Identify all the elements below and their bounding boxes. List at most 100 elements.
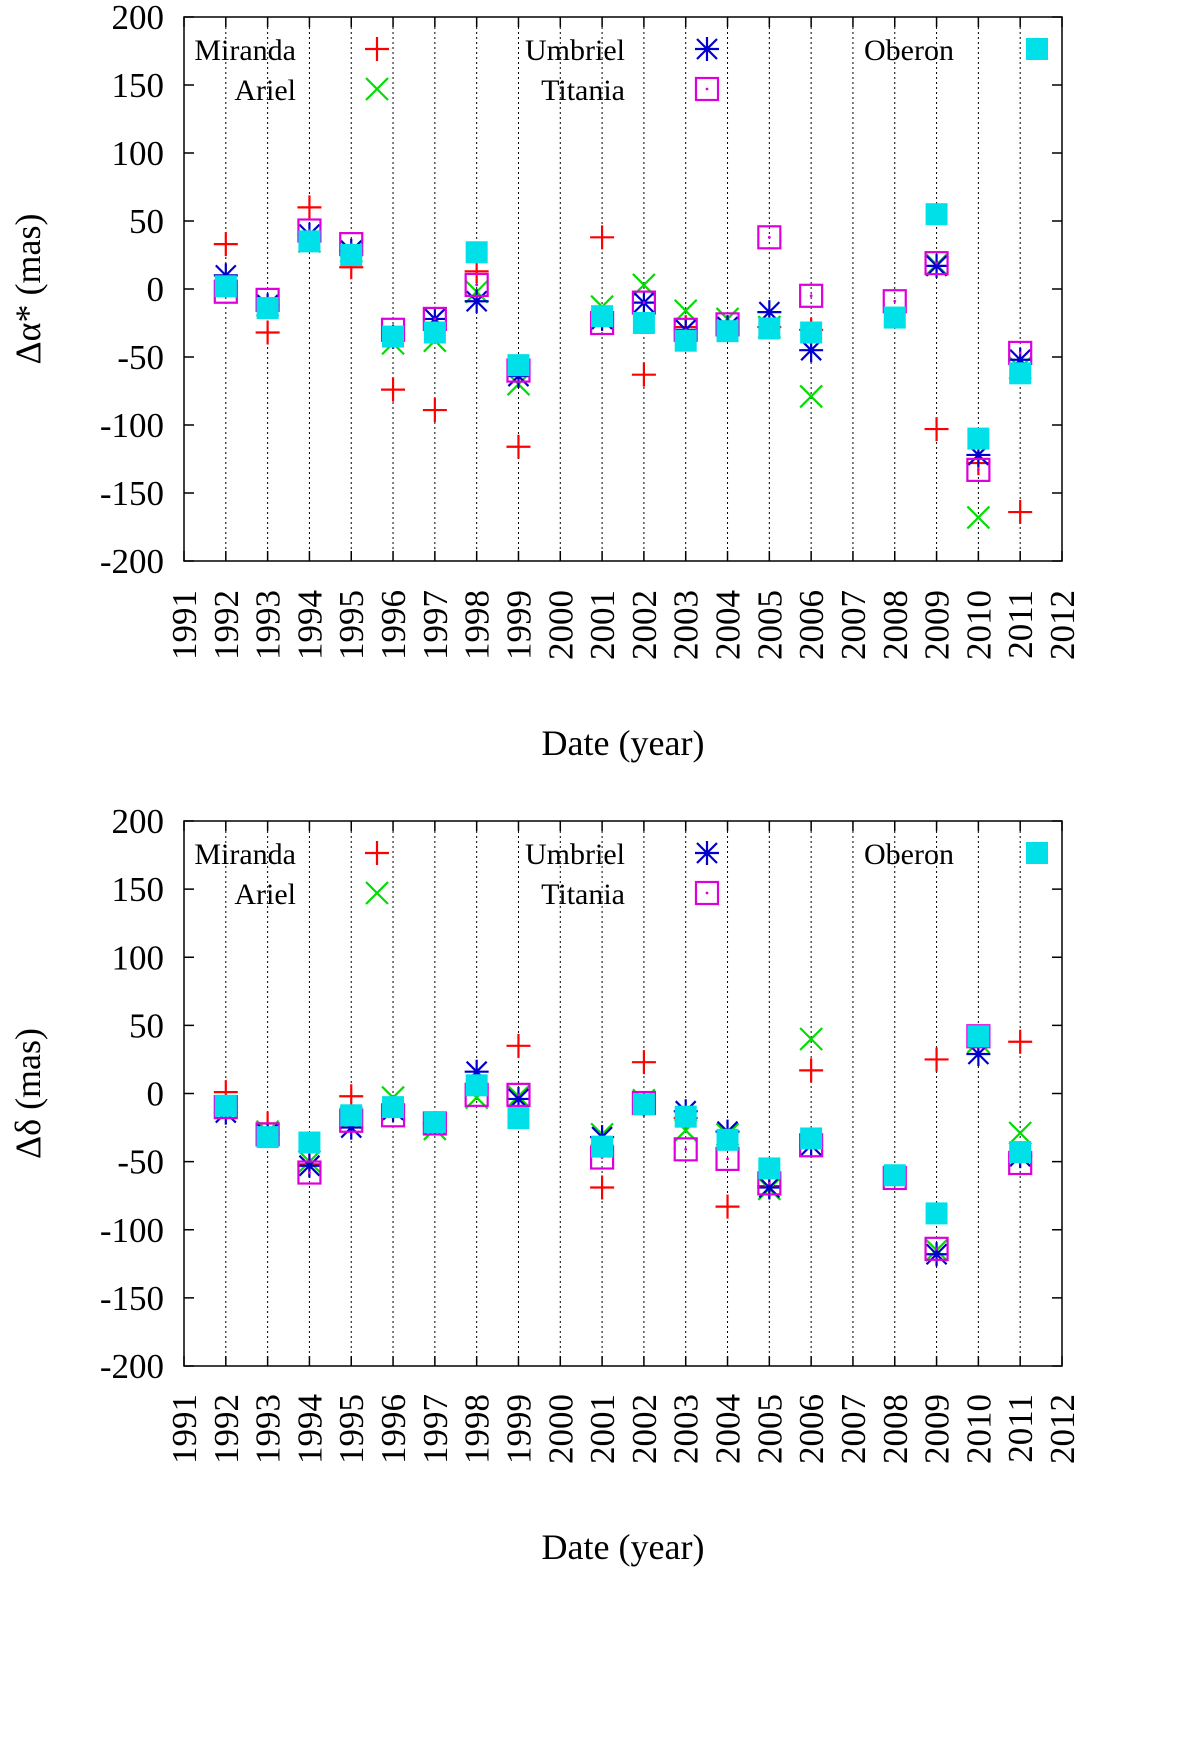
data-point-oberon — [256, 297, 279, 320]
x-tick-label: 2010 — [959, 1394, 998, 1464]
series-umbriel — [213, 222, 1033, 467]
x-tick-label: 2008 — [876, 590, 915, 660]
y-axis-label: Δα* (mas) — [8, 214, 48, 365]
legend-marker-ariel — [365, 77, 389, 101]
data-point-oberon — [256, 1126, 279, 1149]
legend-marker-ariel — [365, 881, 389, 905]
x-tick-label: 2005 — [750, 590, 789, 660]
legend-label-miranda: Miranda — [194, 34, 296, 67]
x-tick-label: 2011 — [1001, 1394, 1040, 1463]
x-tick-label: 2002 — [625, 590, 664, 660]
legend-marker-titania — [694, 76, 720, 102]
data-point-oberon — [214, 275, 237, 298]
y-tick-label: 150 — [112, 66, 165, 105]
data-point-ariel — [799, 1027, 823, 1051]
data-point-ariel — [799, 384, 823, 409]
data-point-miranda — [1008, 1029, 1033, 1054]
data-point-oberon — [298, 1131, 321, 1154]
series-ariel — [214, 229, 1032, 530]
data-point-titania — [966, 457, 991, 482]
x-tick-label: 2012 — [1043, 590, 1082, 660]
data-point-umbriel — [464, 289, 489, 314]
y-tick-label: 150 — [112, 870, 165, 909]
data-point-umbriel — [924, 1242, 949, 1267]
data-point-miranda — [381, 377, 406, 402]
legend-marker-umbriel — [695, 37, 719, 61]
data-point-oberon — [382, 325, 405, 348]
y-tick-label: 100 — [112, 134, 165, 173]
data-point-oberon — [716, 1128, 739, 1151]
y-tick-label: -200 — [100, 1347, 164, 1386]
data-point-titania — [506, 1082, 531, 1107]
data-point-oberon — [925, 1202, 948, 1225]
data-point-oberon — [758, 317, 781, 340]
data-point-umbriel — [924, 253, 949, 278]
data-point-titania — [464, 272, 489, 298]
y-tick-label: -50 — [117, 1143, 164, 1182]
y-tick-label: -200 — [100, 542, 164, 581]
x-tick-label: 1996 — [374, 1394, 413, 1464]
series-titania — [213, 1024, 1033, 1261]
legend-marker-umbriel — [695, 841, 719, 865]
data-point-oberon — [423, 1111, 446, 1134]
x-tick-label: 1992 — [207, 1394, 246, 1464]
x-tick-label: 1999 — [499, 1394, 538, 1464]
data-point-oberon — [716, 320, 739, 343]
legend-marker-miranda — [365, 37, 389, 61]
data-point-umbriel — [799, 338, 824, 363]
data-point-umbriel — [506, 1086, 531, 1111]
y-tick-label: 200 — [112, 802, 165, 841]
x-tick-label: 1998 — [458, 1394, 497, 1464]
x-tick-label: 2007 — [834, 590, 873, 660]
x-tick-label: 2001 — [583, 590, 622, 660]
x-tick-label: 2007 — [834, 1394, 873, 1464]
y-tick-label: -100 — [100, 406, 164, 445]
x-tick-label: 2000 — [541, 1394, 580, 1464]
data-point-oberon — [423, 321, 446, 344]
data-point-oberon — [883, 1164, 906, 1187]
data-point-titania — [924, 251, 949, 276]
data-point-oberon — [591, 305, 614, 328]
data-point-oberon — [507, 1107, 530, 1130]
y-tick-label: 100 — [112, 938, 165, 977]
y-tick-label: 50 — [129, 202, 164, 241]
legend-label-titania: Titania — [541, 878, 625, 911]
data-point-miranda — [590, 1175, 615, 1200]
data-point-oberon — [800, 1127, 823, 1150]
y-tick-label: -150 — [100, 1279, 164, 1318]
data-point-oberon — [340, 244, 363, 266]
x-tick-label: 1994 — [290, 1394, 329, 1464]
data-point-oberon — [632, 1093, 655, 1116]
legend: Miranda Umbriel Oberon Ariel Titania — [194, 838, 1048, 911]
data-point-oberon — [1009, 1141, 1032, 1164]
data-point-umbriel — [757, 300, 782, 325]
x-tick-label: 2012 — [1043, 1394, 1082, 1464]
data-point-miranda — [506, 1033, 531, 1058]
data-point-umbriel — [966, 442, 991, 467]
x-axis-label: Date (year) — [542, 1527, 705, 1567]
x-tick-label: 2005 — [750, 1394, 789, 1464]
data-point-titania — [924, 1236, 949, 1261]
data-point-miranda — [422, 398, 447, 423]
legend: Miranda Umbriel Oberon Ariel Titania — [194, 34, 1048, 107]
data-point-titania — [297, 1160, 322, 1185]
data-point-ariel — [1008, 1121, 1032, 1145]
data-point-miranda — [924, 417, 949, 442]
data-point-miranda — [506, 434, 531, 459]
x-tick-label: 2008 — [876, 1394, 915, 1464]
data-point-umbriel — [1008, 347, 1033, 372]
y-tick-label: 0 — [147, 270, 165, 309]
data-point-oberon — [214, 1094, 237, 1117]
data-point-miranda — [1008, 500, 1033, 525]
x-tick-label: 2006 — [792, 590, 831, 660]
data-point-miranda — [631, 362, 656, 387]
data-point-oberon — [674, 329, 697, 352]
series-oberon — [214, 203, 1032, 450]
x-tick-label: 2006 — [792, 1394, 831, 1464]
data-point-oberon — [298, 230, 321, 253]
x-tick-label: 2002 — [625, 1394, 664, 1464]
data-point-oberon — [758, 1157, 781, 1180]
